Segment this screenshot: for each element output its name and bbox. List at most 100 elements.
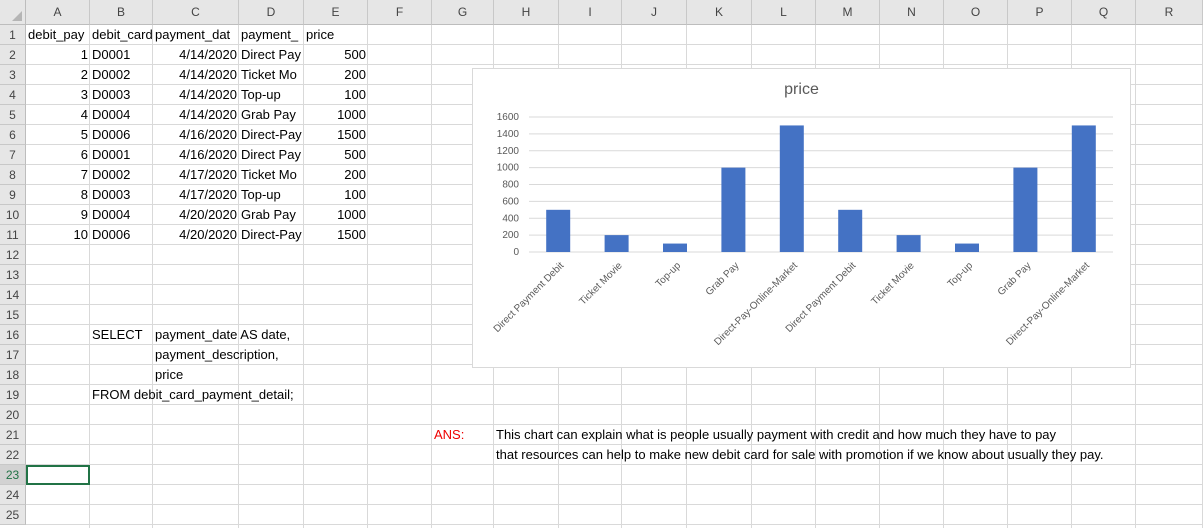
column-header-N[interactable]: N <box>880 0 944 25</box>
row-header-1[interactable]: 1 <box>0 25 26 45</box>
row-header-7[interactable]: 7 <box>0 145 26 165</box>
row-header-23[interactable]: 23 <box>0 465 26 485</box>
row-header-3[interactable]: 3 <box>0 65 26 85</box>
data-cell[interactable]: D0001 <box>92 147 131 162</box>
data-cell[interactable]: 200 <box>344 167 366 182</box>
data-cell[interactable]: 4/17/2020 <box>179 167 237 182</box>
column-header-O[interactable]: O <box>944 0 1008 25</box>
price-chart[interactable]: price 0 200 400 600 800 1000 1200 1400 1600 Direc… <box>472 68 1131 368</box>
sql-select-keyword[interactable]: SELECT <box>92 327 143 342</box>
answer-line-1[interactable]: This chart can explain what is people us… <box>496 427 1057 442</box>
header-cell[interactable]: payment_ <box>241 27 299 42</box>
column-header-R[interactable]: R <box>1136 0 1203 25</box>
data-cell[interactable]: 9 <box>80 207 88 222</box>
select-all-corner[interactable] <box>0 0 26 25</box>
data-cell[interactable]: 4/14/2020 <box>179 47 237 62</box>
data-cell[interactable]: 6 <box>80 147 88 162</box>
data-cell[interactable]: D0006 <box>92 227 131 242</box>
data-cell[interactable]: D0001 <box>92 47 131 62</box>
row-header-12[interactable]: 12 <box>0 245 26 265</box>
data-cell[interactable]: Grab Pay <box>241 207 296 222</box>
data-cell[interactable]: 1000 <box>337 107 366 122</box>
column-header-P[interactable]: P <box>1008 0 1072 25</box>
row-header-13[interactable]: 13 <box>0 265 26 285</box>
column-header-B[interactable]: B <box>90 0 153 25</box>
column-header-E[interactable]: E <box>304 0 368 25</box>
row-header-15[interactable]: 15 <box>0 305 26 325</box>
row-header-8[interactable]: 8 <box>0 165 26 185</box>
data-cell[interactable]: 1500 <box>337 227 366 242</box>
data-cell[interactable]: D0006 <box>92 127 131 142</box>
data-cell[interactable]: 4/14/2020 <box>179 87 237 102</box>
data-cell[interactable]: 200 <box>344 67 366 82</box>
data-cell[interactable]: 100 <box>344 87 366 102</box>
data-cell[interactable]: D0004 <box>92 207 131 222</box>
row-header-21[interactable]: 21 <box>0 425 26 445</box>
row-header-4[interactable]: 4 <box>0 85 26 105</box>
sql-line-3[interactable]: price <box>155 367 184 382</box>
data-cell[interactable]: 4/14/2020 <box>179 67 237 82</box>
data-cell[interactable]: Direct-Pay <box>241 127 302 142</box>
header-cell[interactable]: price <box>306 27 335 42</box>
data-cell[interactable]: Ticket Mo <box>241 67 297 82</box>
row-header-17[interactable]: 17 <box>0 345 26 365</box>
header-cell[interactable]: payment_dat <box>155 27 231 42</box>
data-cell[interactable]: 4/16/2020 <box>179 147 237 162</box>
row-header-10[interactable]: 10 <box>0 205 26 225</box>
column-header-I[interactable]: I <box>559 0 622 25</box>
column-header-C[interactable]: C <box>153 0 239 25</box>
data-cell[interactable]: 4/14/2020 <box>179 107 237 122</box>
data-cell[interactable]: Ticket Mo <box>241 167 297 182</box>
data-cell[interactable]: Top-up <box>241 187 281 202</box>
column-header-J[interactable]: J <box>622 0 687 25</box>
data-cell[interactable]: 4 <box>80 107 88 122</box>
row-header-18[interactable]: 18 <box>0 365 26 385</box>
data-cell[interactable]: 500 <box>344 147 366 162</box>
data-cell[interactable]: D0004 <box>92 107 131 122</box>
row-header-25[interactable]: 25 <box>0 505 26 525</box>
column-header-G[interactable]: G <box>432 0 494 25</box>
row-header-19[interactable]: 19 <box>0 385 26 405</box>
data-cell[interactable]: 10 <box>73 227 88 242</box>
answer-label[interactable]: ANS: <box>434 427 465 442</box>
row-header-22[interactable]: 22 <box>0 445 26 465</box>
selected-cell-a23[interactable] <box>26 465 90 485</box>
row-header-16[interactable]: 16 <box>0 325 26 345</box>
data-cell[interactable]: 100 <box>344 187 366 202</box>
row-header-2[interactable]: 2 <box>0 45 26 65</box>
column-header-L[interactable]: L <box>752 0 816 25</box>
data-cell[interactable]: Grab Pay <box>241 107 296 122</box>
data-cell[interactable]: 4/20/2020 <box>179 207 237 222</box>
answer-line-2[interactable]: that resources can help to make new debi… <box>496 447 1104 462</box>
data-cell[interactable]: Direct-Pay <box>241 227 302 242</box>
data-cell[interactable]: D0003 <box>92 187 131 202</box>
data-cell[interactable]: 1500 <box>337 127 366 142</box>
data-cell[interactable]: 2 <box>80 67 88 82</box>
data-cell[interactable]: D0002 <box>92 167 131 182</box>
row-header-9[interactable]: 9 <box>0 185 26 205</box>
data-cell[interactable]: 3 <box>80 87 88 102</box>
data-cell[interactable]: 500 <box>344 47 366 62</box>
sql-line-2[interactable]: payment_description, <box>155 347 279 362</box>
data-cell[interactable]: D0002 <box>92 67 131 82</box>
row-header-24[interactable]: 24 <box>0 485 26 505</box>
sql-from-line[interactable]: FROM debit_card_payment_detail; <box>92 387 294 402</box>
header-cell[interactable]: debit_pay <box>28 27 85 42</box>
data-cell[interactable]: Direct Pay <box>241 147 301 162</box>
column-header-M[interactable]: M <box>816 0 880 25</box>
column-header-Q[interactable]: Q <box>1072 0 1136 25</box>
data-cell[interactable]: D0003 <box>92 87 131 102</box>
data-cell[interactable]: 5 <box>80 127 88 142</box>
row-header-6[interactable]: 6 <box>0 125 26 145</box>
data-cell[interactable]: 4/20/2020 <box>179 227 237 242</box>
column-header-K[interactable]: K <box>687 0 752 25</box>
row-header-20[interactable]: 20 <box>0 405 26 425</box>
column-header-A[interactable]: A <box>26 0 90 25</box>
data-cell[interactable]: 7 <box>80 167 88 182</box>
row-header-11[interactable]: 11 <box>0 225 26 245</box>
sql-line-1[interactable]: payment_date AS date, <box>155 327 291 342</box>
column-header-H[interactable]: H <box>494 0 559 25</box>
row-header-14[interactable]: 14 <box>0 285 26 305</box>
header-cell[interactable]: debit_card <box>92 27 153 42</box>
data-cell[interactable]: 1000 <box>337 207 366 222</box>
